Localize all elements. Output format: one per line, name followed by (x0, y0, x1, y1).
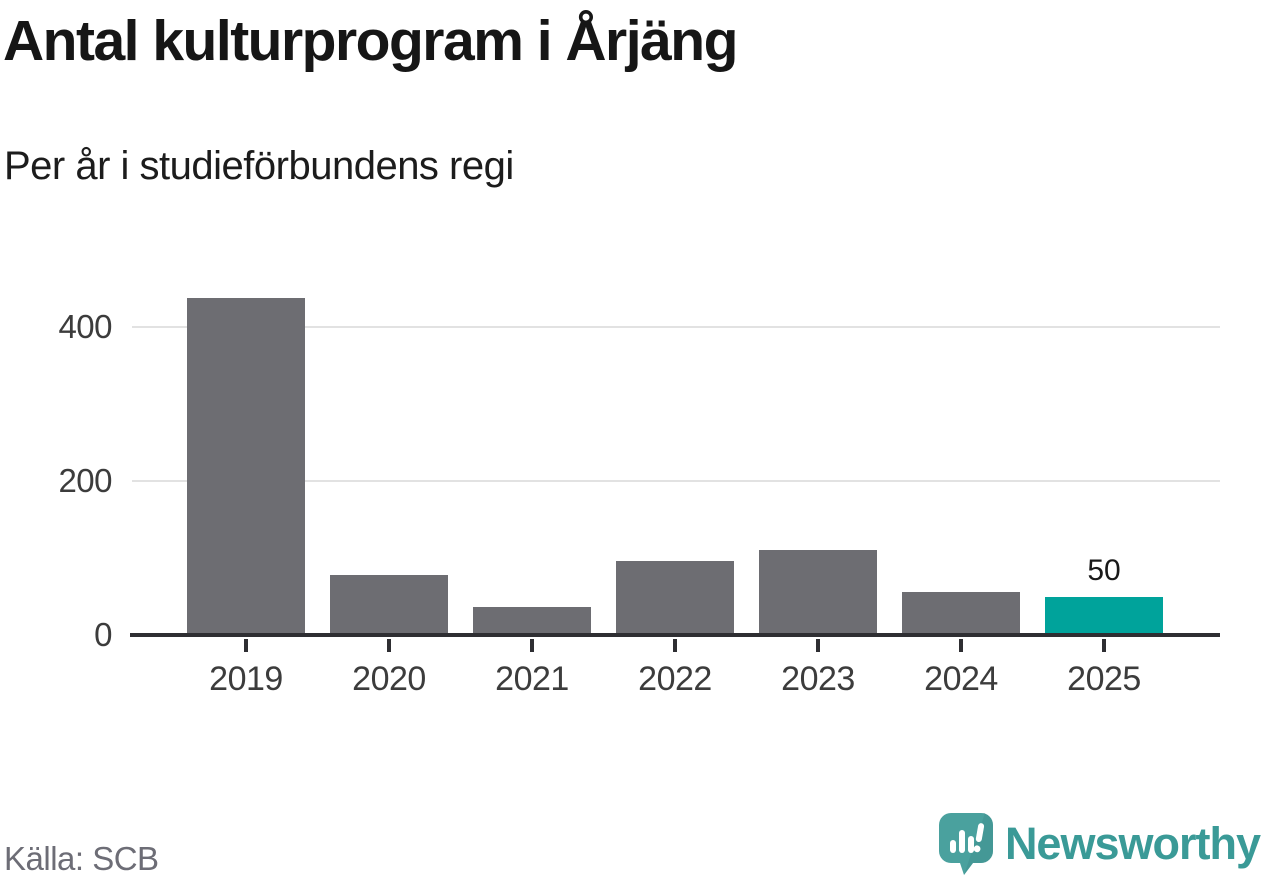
bar-2020 (330, 574, 448, 635)
x-axis-line (130, 633, 1220, 637)
bar-2022 (616, 561, 734, 635)
x-tick-2025 (1102, 639, 1106, 652)
y-tick-label: 200 (58, 462, 112, 500)
bar-value-label-2025: 50 (1087, 553, 1121, 587)
x-tick-2024 (959, 639, 963, 652)
x-tick-2020 (387, 639, 391, 652)
bar-chart-plot-area: 2019 2020 2021 2022 2023 2024 50 2025 (130, 281, 1220, 698)
newsworthy-wordmark: Newsworthy (1004, 818, 1261, 869)
bar-slot-2019: 2019 (187, 281, 305, 698)
y-tick-label: 400 (58, 308, 112, 346)
x-tick-label-2024: 2024 (924, 660, 998, 698)
x-tick-label-2025: 2025 (1067, 660, 1141, 698)
x-tick-label-2022: 2022 (638, 660, 712, 698)
chart-title: Antal kulturprogram i Årjäng (3, 9, 738, 73)
bar-slot-2021: 2021 (473, 281, 591, 698)
x-tick-2019 (244, 639, 248, 652)
gridline-400 (132, 326, 1220, 329)
x-tick-2023 (816, 639, 820, 652)
x-tick-label-2020: 2020 (352, 660, 426, 698)
bar-2025 (1045, 596, 1163, 635)
bar-2019 (187, 297, 305, 635)
x-tick-label-2019: 2019 (209, 660, 283, 698)
bar-2021 (473, 607, 591, 635)
bar-slot-2020: 2020 (330, 281, 448, 698)
source-note: Källa: SCB (4, 840, 159, 877)
newsworthy-brand: Newsworthy (938, 813, 1261, 875)
x-tick-label-2021: 2021 (495, 660, 569, 698)
x-tick-2021 (530, 639, 534, 652)
chart-subtitle: Per år i studieförbundens regi (4, 144, 514, 188)
bar-slot-2022: 2022 (616, 281, 734, 698)
bar-2024 (902, 591, 1020, 635)
bar-2023 (759, 550, 877, 635)
bar-slot-2025: 50 2025 (1045, 281, 1163, 698)
x-tick-2022 (673, 639, 677, 652)
newsworthy-logo-icon (938, 813, 993, 875)
x-tick-label-2023: 2023 (781, 660, 855, 698)
y-tick-label: 0 (94, 616, 112, 653)
bar-slot-2023: 2023 (759, 281, 877, 698)
bar-slot-2024: 2024 (902, 281, 1020, 698)
bars-row: 2019 2020 2021 2022 2023 2024 50 2025 (130, 281, 1220, 698)
gridline-200 (132, 480, 1220, 483)
